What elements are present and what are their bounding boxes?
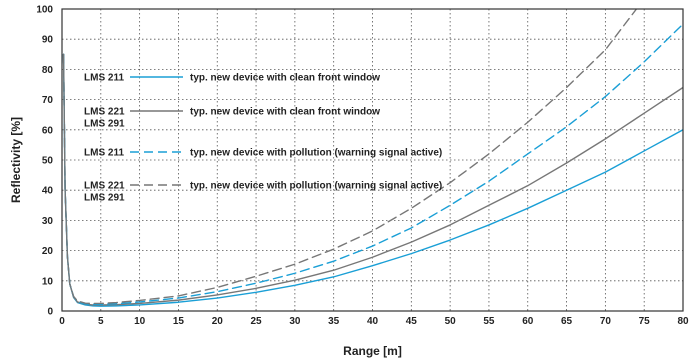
series-line-s4 xyxy=(62,9,638,305)
x-tick-label: 45 xyxy=(406,316,418,327)
y-tick-label: 20 xyxy=(42,246,54,257)
y-tick-label: 70 xyxy=(42,95,54,106)
series-lines xyxy=(62,9,683,307)
legend-device-label: LMS 221 xyxy=(84,181,125,192)
x-tick-label: 70 xyxy=(600,316,612,327)
y-tick-label: 90 xyxy=(42,35,54,46)
legend-device-label: LMS 211 xyxy=(84,73,124,84)
x-tick-label: 5 xyxy=(98,316,104,327)
y-tick-label: 10 xyxy=(42,276,54,287)
legend-series-name: typ. new device with pollution (warning … xyxy=(190,181,442,192)
y-tick-label: 30 xyxy=(42,216,54,227)
y-axis-title: Reflectivity [%] xyxy=(9,117,23,203)
y-tick-label: 60 xyxy=(42,125,54,136)
plot-frame xyxy=(61,8,684,312)
legend-device-label: LMS 221 xyxy=(84,107,125,118)
y-tick-label: 50 xyxy=(42,156,54,167)
x-tick-label: 25 xyxy=(251,316,263,327)
legend-device-label: LMS 291 xyxy=(84,193,125,204)
x-tick-label: 50 xyxy=(445,316,457,327)
y-tick-label: 0 xyxy=(47,307,53,318)
x-tick-label: 65 xyxy=(561,316,573,327)
legend-series-name: typ. new device with pollution (warning … xyxy=(190,148,442,159)
x-tick-label: 0 xyxy=(59,316,65,327)
y-tick-label: 80 xyxy=(42,65,54,76)
legend-device-label: LMS 211 xyxy=(84,148,124,159)
y-tick-label: 40 xyxy=(42,186,54,197)
x-tick-label: 80 xyxy=(677,316,689,327)
series-line-s3 xyxy=(62,23,683,306)
legend-device-label: LMS 291 xyxy=(84,119,125,130)
x-tick-label: 15 xyxy=(173,316,185,327)
y-tick-label: 100 xyxy=(36,5,53,16)
x-tick-label: 55 xyxy=(483,316,495,327)
legend-series-name: typ. new device with clean front window xyxy=(190,107,380,118)
legend-series-name: typ. new device with clean front window xyxy=(190,73,380,84)
x-axis-title: Range [m] xyxy=(343,344,402,358)
x-tick-label: 20 xyxy=(212,316,224,327)
x-tick-label: 10 xyxy=(134,316,146,327)
x-tick-label: 30 xyxy=(289,316,301,327)
x-tick-label: 75 xyxy=(639,316,651,327)
x-tick-label: 60 xyxy=(522,316,534,327)
legend: LMS 211 typ. new device with clean front … xyxy=(84,73,442,204)
tick-labels: 0 5 10 15 20 25 30 35 40 45 50 55 60 65 70 75 80 0 10 20 30 4… xyxy=(36,5,689,328)
x-tick-label: 35 xyxy=(328,316,340,327)
grid xyxy=(62,9,683,311)
x-tick-label: 40 xyxy=(367,316,379,327)
